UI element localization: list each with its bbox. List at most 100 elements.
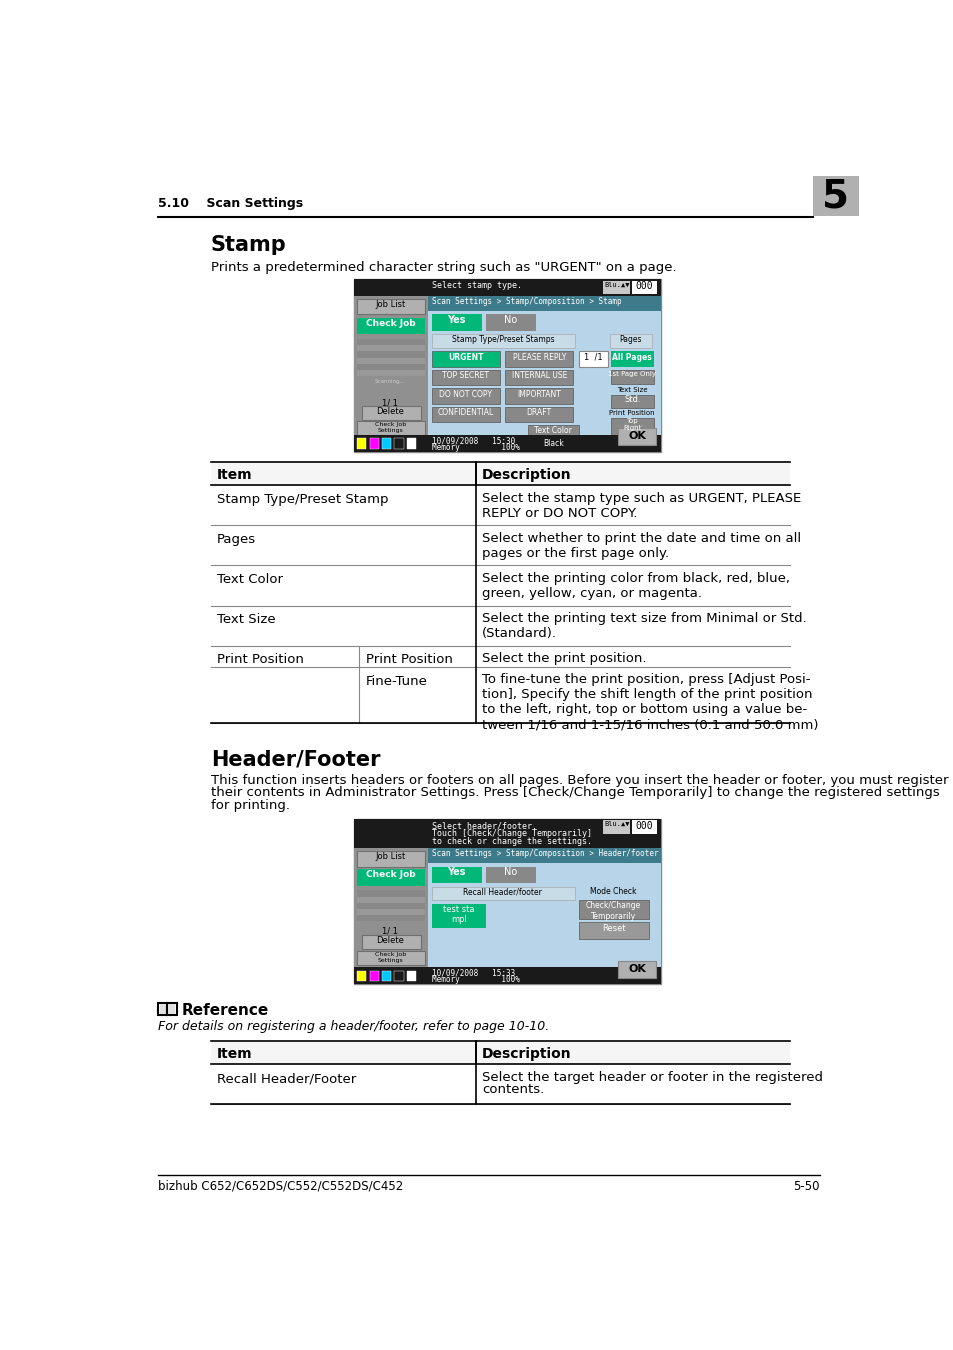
Text: Check Job
Settings: Check Job Settings	[375, 952, 406, 963]
Text: Description: Description	[481, 1046, 571, 1061]
Text: Select the print position.: Select the print position.	[481, 652, 646, 664]
Bar	[356, 909, 424, 915]
Bar	[158, 1003, 167, 1015]
Bar	[356, 971, 366, 981]
Bar	[602, 821, 629, 834]
Text: 1st Page Only: 1st Page Only	[608, 371, 656, 377]
Text: Recall Header/footer: Recall Header/footer	[463, 887, 541, 896]
Bar	[431, 315, 481, 331]
Text: Select the stamp type such as URGENT, PLEASE
REPLY or DO NOT COPY.: Select the stamp type such as URGENT, PL…	[481, 491, 801, 520]
Text: Prints a predetermined character string such as "URGENT" on a page.: Prints a predetermined character string …	[211, 261, 676, 274]
Bar	[356, 317, 424, 335]
Text: TOP SECRET: TOP SECRET	[441, 371, 489, 381]
Text: 1/ 1: 1/ 1	[382, 926, 398, 936]
Text: 1  /1: 1 /1	[583, 352, 602, 362]
Text: Stamp: Stamp	[211, 235, 286, 255]
Bar	[211, 462, 789, 486]
Text: Delete: Delete	[376, 936, 404, 945]
Bar	[431, 370, 499, 385]
Bar	[369, 439, 378, 450]
Text: Print Position: Print Position	[609, 410, 655, 416]
Bar	[356, 439, 366, 450]
Text: Print Position: Print Position	[216, 653, 303, 667]
Text: Reference: Reference	[181, 1003, 268, 1018]
Text: Scan Settings > Stamp/Composition > Header/footer: Scan Settings > Stamp/Composition > Head…	[431, 849, 658, 857]
Bar	[354, 279, 660, 296]
Bar	[354, 435, 660, 452]
Text: Text Color: Text Color	[216, 574, 283, 586]
Text: Memory         100%: Memory 100%	[431, 975, 518, 984]
Bar	[485, 867, 536, 883]
Bar	[356, 363, 424, 370]
Text: Mode Check: Mode Check	[590, 887, 637, 896]
Text: Pages: Pages	[216, 533, 255, 547]
Bar	[578, 922, 648, 940]
Text: Job List: Job List	[375, 852, 405, 861]
Text: Pages: Pages	[618, 335, 641, 344]
Text: 10/09/2008   15:33: 10/09/2008 15:33	[431, 969, 515, 977]
Text: Select the target header or footer in the registered: Select the target header or footer in th…	[481, 1071, 822, 1084]
Bar	[354, 819, 660, 984]
Bar	[354, 848, 427, 984]
Text: Scan Settings > Stamp/Composition > Stamp: Scan Settings > Stamp/Composition > Stam…	[431, 297, 620, 305]
Bar	[431, 887, 575, 900]
Bar	[578, 351, 608, 367]
Bar	[356, 421, 424, 435]
Text: 1/ 1: 1/ 1	[382, 398, 398, 408]
Text: Select header/footer.: Select header/footer.	[431, 821, 536, 830]
Text: Yes: Yes	[447, 316, 465, 325]
Bar	[356, 896, 424, 903]
Text: Job List: Job List	[375, 300, 405, 309]
Text: No: No	[503, 316, 517, 325]
Bar	[356, 370, 424, 377]
Bar	[611, 417, 654, 435]
Text: for printing.: for printing.	[211, 799, 290, 811]
Bar	[485, 315, 536, 331]
Text: Description: Description	[481, 467, 571, 482]
Text: Item: Item	[216, 467, 253, 482]
Text: No: No	[503, 867, 517, 878]
Bar	[356, 358, 424, 363]
Bar	[356, 339, 424, 346]
Text: 000: 000	[635, 821, 652, 832]
Bar	[356, 869, 424, 886]
Text: CONFIDENTIAL: CONFIDENTIAL	[437, 409, 494, 417]
Bar	[406, 971, 416, 981]
Bar	[356, 346, 424, 351]
Text: to check or change the settings.: to check or change the settings.	[431, 837, 591, 845]
Text: Fine-Tune: Fine-Tune	[365, 675, 427, 687]
Text: Delete: Delete	[376, 406, 404, 416]
Bar	[427, 848, 660, 864]
Text: Check Job: Check Job	[365, 871, 415, 879]
Bar	[354, 279, 660, 452]
Bar	[394, 439, 403, 450]
Text: Blu.▲▼: Blu.▲▼	[603, 281, 629, 288]
Text: Stamp Type/Preset Stamp: Stamp Type/Preset Stamp	[216, 493, 388, 506]
Text: Select the printing text size from Minimal or Std.
(Standard).: Select the printing text size from Minim…	[481, 612, 806, 640]
Bar	[611, 394, 654, 409]
Bar	[618, 428, 655, 444]
Bar	[356, 915, 424, 921]
Bar	[602, 281, 629, 294]
Bar	[631, 281, 657, 294]
Text: Check Job
Settings: Check Job Settings	[375, 423, 406, 433]
Text: Text Size: Text Size	[216, 613, 275, 626]
Bar	[381, 439, 391, 450]
Bar	[427, 296, 660, 452]
Text: URGENT: URGENT	[448, 352, 483, 362]
Bar	[812, 176, 858, 216]
Text: Touch [Check/Change Temporarily]: Touch [Check/Change Temporarily]	[431, 829, 591, 838]
Text: OK: OK	[627, 431, 645, 440]
Bar	[356, 300, 424, 315]
Bar	[618, 961, 655, 979]
Bar	[611, 370, 654, 383]
Bar	[354, 968, 660, 984]
Bar	[361, 936, 421, 949]
Text: Check/Change
Temporarily: Check/Change Temporarily	[585, 902, 640, 921]
Text: Select whether to print the date and time on all
pages or the first page only.: Select whether to print the date and tim…	[481, 532, 801, 560]
Text: Black: Black	[542, 439, 563, 448]
Bar	[431, 903, 485, 929]
Text: To fine-tune the print position, press [Adjust Posi-
tion], Specify the shift le: To fine-tune the print position, press […	[481, 674, 818, 732]
Text: Yes: Yes	[447, 867, 465, 878]
Bar	[354, 819, 660, 848]
